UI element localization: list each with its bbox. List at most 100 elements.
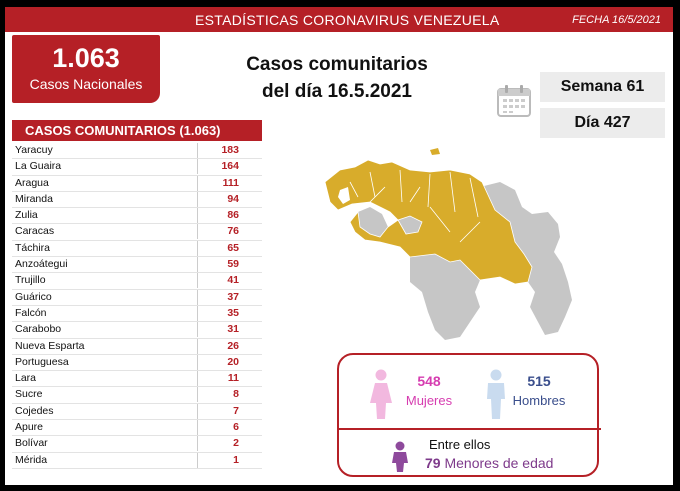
state-name: La Guaira [15,160,62,173]
map-region-highlight [324,159,533,285]
state-name: Apure [15,421,44,434]
table-row: Anzoátegui 59 [12,257,262,274]
map-region-gray-east [480,182,572,335]
column-separator [197,354,198,370]
header-date: FECHA 16/5/2021 [572,14,661,26]
table-row: Aragua 111 [12,175,262,192]
state-name: Nueva Esparta [15,339,85,352]
column-separator [197,387,198,403]
table-row: Mérida 1 [12,452,262,469]
state-name: Yaracuy [15,144,53,156]
state-cases: 7 [233,404,239,417]
column-separator [197,403,198,419]
state-cases: 65 [227,241,239,254]
state-cases: 37 [227,290,239,303]
gender-box: 548 Mujeres 515 Hombres Entre ellos 79 M… [337,353,601,477]
state-name: Zulia [15,209,38,222]
minors-label: Menores de edad [444,455,554,471]
week-box: Semana 61 [540,72,665,102]
header-bar: ESTADÍSTICAS CORONAVIRUS VENEZUELA FECHA… [5,7,673,32]
map-region-gray-south [410,254,480,340]
men-label: Hombres [512,393,566,408]
state-name: Carabobo [15,323,62,336]
column-separator [197,224,198,240]
state-name: Lara [15,372,37,385]
table-title: CASOS COMUNITARIOS (1.063) [12,120,262,141]
state-cases: 6 [233,421,239,434]
male-icon [487,369,505,419]
table-row: Sucre 8 [12,387,262,404]
state-cases: 111 [222,176,239,189]
state-cases: 8 [233,388,239,401]
table-row: Yaracuy 183 [12,143,262,160]
men-value: 515 [527,373,551,389]
venezuela-map [324,148,572,340]
state-name: Miranda [15,192,53,205]
state-cases: 20 [227,355,239,368]
column-separator [197,305,198,321]
column-separator [197,322,198,338]
table-row: Zulia 86 [12,208,262,225]
map-island [430,148,440,155]
state-name: Sucre [15,388,43,401]
map-region-borders [349,169,481,243]
headline-line2: del día 16.5.2021 [262,81,412,102]
headline: Casos comunitarios del día 16.5.2021 [227,51,447,105]
column-separator [197,159,198,175]
day-box: Día 427 [540,108,665,138]
state-cases: 2 [233,437,239,450]
state-name: Bolívar [15,437,48,450]
state-cases: 26 [227,339,239,352]
state-cases: 1 [233,453,239,466]
column-separator [197,289,198,305]
table-row: Guárico 37 [12,289,262,306]
table-row: Carabobo 31 [12,322,262,339]
column-separator [197,338,198,354]
state-name: Caracas [15,225,55,238]
state-name: Trujillo [15,274,46,287]
state-name: Anzoátegui [15,258,68,271]
state-cases: 183 [221,144,239,156]
column-separator [197,273,198,289]
state-cases: 41 [227,274,239,287]
column-separator [197,208,198,224]
table-row: Trujillo 41 [12,273,262,290]
table-row: Lara 11 [12,371,262,388]
column-separator [197,191,198,207]
column-separator [197,436,198,452]
state-cases: 35 [227,306,239,319]
women-label: Mujeres [405,393,453,408]
column-separator [197,371,198,387]
column-separator [197,257,198,273]
state-name: Táchira [15,241,51,254]
column-separator [197,240,198,256]
header-title: ESTADÍSTICAS CORONAVIRUS VENEZUELA [195,12,500,28]
table-row: Cojedes 7 [12,403,262,421]
table-row: Miranda 94 [12,191,262,209]
state-name: Mérida [15,453,48,466]
state-cases: 59 [227,258,239,271]
headline-line1: Casos comunitarios [246,54,428,75]
table-row: La Guaira 164 [12,159,262,176]
child-icon [392,441,408,472]
infographic: ESTADÍSTICAS CORONAVIRUS VENEZUELA FECHA… [5,7,673,485]
national-cases-value: 1.063 [52,43,120,73]
table-row: Nueva Esparta 26 [12,338,262,355]
column-separator [197,420,198,436]
national-cases-label: Casos Nacionales [29,76,143,92]
state-cases: 86 [227,209,239,222]
state-name: Aragua [15,176,49,189]
table-row: Falcón 35 [12,305,262,323]
map-region-gray-center [398,216,422,234]
state-cases: 164 [221,160,239,173]
table-row: Apure 6 [12,420,262,437]
table-row: Bolívar 2 [12,436,262,453]
column-separator [197,143,198,158]
state-name: Portuguesa [15,355,69,368]
state-name: Cojedes [15,404,54,417]
national-cases-box: 1.063 Casos Nacionales [12,35,160,103]
state-cases: 76 [227,225,239,238]
between-label: Entre ellos [429,437,491,452]
minors-line: 79 Menores de edad [425,455,553,471]
